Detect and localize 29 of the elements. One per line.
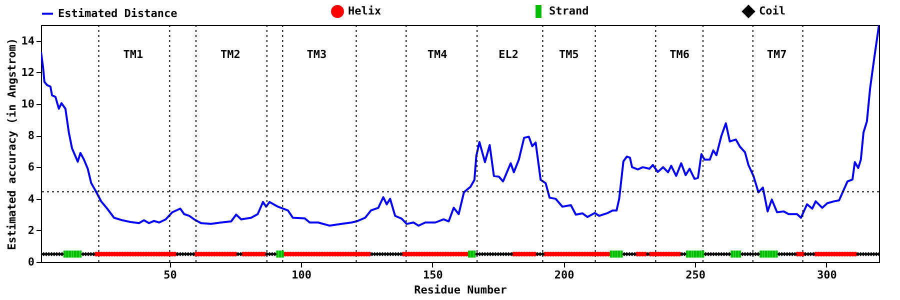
annotation: TM6 [670, 48, 690, 61]
annotation: TM4 [427, 48, 448, 61]
y-axis-title: Estimated accuracy (in Angstrom) [5, 38, 18, 250]
y-tick-label: 2 [28, 224, 34, 237]
y-tick-label: 14 [21, 34, 35, 48]
y-tick-label: 10 [21, 98, 34, 110]
y-tick-label: 6 [28, 160, 35, 174]
x-tick-label: 250 [686, 268, 706, 282]
x-tick-label: 100 [292, 268, 312, 282]
annotation: TM1 [123, 48, 144, 61]
line-series [41, 25, 879, 227]
legend-label: Coil [759, 4, 786, 18]
x-tick-label: 150 [422, 268, 443, 282]
annotation: TM3 [306, 48, 327, 61]
legend-label: Estimated Distance [58, 6, 178, 20]
x-tick-label: 300 [817, 268, 837, 282]
annotation: EL2 [498, 48, 519, 61]
y-tick-label: 0 [28, 256, 34, 268]
y-tick-label: 8 [28, 129, 34, 142]
x-axis-title: Residue Number [414, 284, 508, 296]
x-tick-label: 50 [164, 268, 177, 282]
y-tick-label: 12 [21, 66, 34, 79]
x-tick-label: 200 [554, 268, 574, 282]
y-tick-label: 4 [28, 192, 35, 206]
legend-label: Helix [348, 4, 382, 18]
annotation: TM2 [220, 48, 240, 61]
annotation: TM7 [766, 48, 787, 61]
legend-label: Strand [549, 4, 589, 18]
annotation: TM5 [559, 48, 579, 61]
